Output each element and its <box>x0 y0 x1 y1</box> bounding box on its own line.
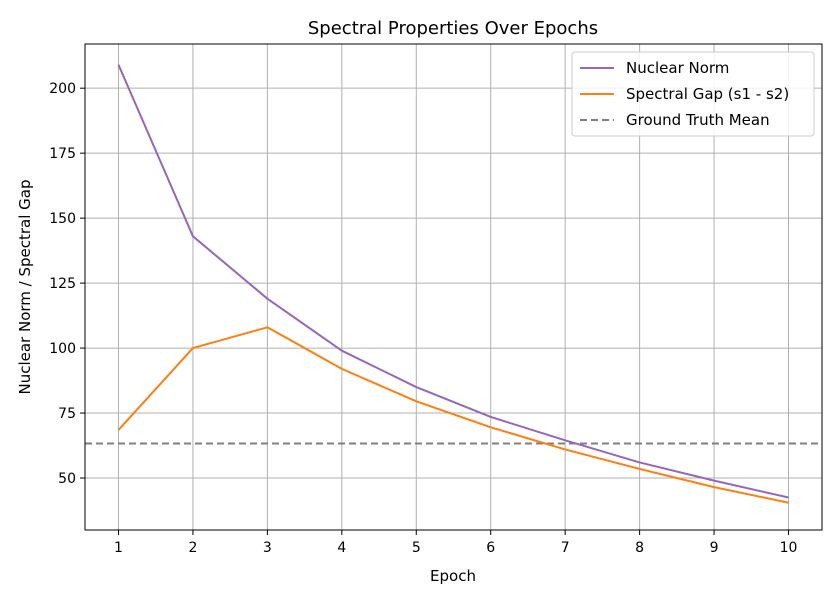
y-tick-label: 200 <box>49 81 76 97</box>
x-tick-label: 1 <box>114 540 123 556</box>
plot-frame <box>84 43 823 531</box>
legend: Nuclear Norm Spectral Gap (s1 - s2) Ground… <box>571 51 815 137</box>
x-tick-label: 10 <box>780 540 798 556</box>
chart-title: Spectral Properties Over Epochs <box>308 18 598 39</box>
legend-box <box>571 51 815 137</box>
y-axis-label: Nuclear Norm / Spectral Gap <box>16 179 34 394</box>
x-tick-label: 2 <box>188 540 197 556</box>
grid <box>85 44 822 530</box>
legend-label: Ground Truth Mean <box>626 111 770 129</box>
x-tick-label: 4 <box>337 540 346 556</box>
legend-item-spectral-gap: Spectral Gap (s1 - s2) <box>580 85 789 103</box>
legend-label: Spectral Gap (s1 - s2) <box>626 85 789 103</box>
y-tick-label: 150 <box>49 211 76 227</box>
y-tick-label: 75 <box>58 406 76 422</box>
series-lines <box>117 64 789 504</box>
x-tick-label: 7 <box>561 540 570 556</box>
x-axis-label: Epoch <box>430 567 476 585</box>
y-axis-ticks: 50 75 100 125 150 175 200 <box>49 81 85 487</box>
x-tick-label: 6 <box>486 540 495 556</box>
y-tick-label: 125 <box>49 276 76 292</box>
y-tick-label: 50 <box>58 471 76 487</box>
spectral-gap-line <box>117 326 789 504</box>
nuclear-norm-line <box>117 64 789 499</box>
legend-label: Nuclear Norm <box>626 59 729 77</box>
legend-item-ground-truth-mean: Ground Truth Mean <box>580 111 770 129</box>
x-tick-label: 3 <box>263 540 272 556</box>
x-tick-label: 9 <box>710 540 719 556</box>
x-axis-ticks: 1 2 3 4 5 6 7 8 9 10 <box>114 530 797 556</box>
legend-item-nuclear-norm: Nuclear Norm <box>580 59 729 77</box>
x-tick-label: 8 <box>635 540 644 556</box>
y-tick-label: 175 <box>49 146 76 162</box>
y-tick-label: 100 <box>49 341 76 357</box>
x-tick-label: 5 <box>412 540 421 556</box>
